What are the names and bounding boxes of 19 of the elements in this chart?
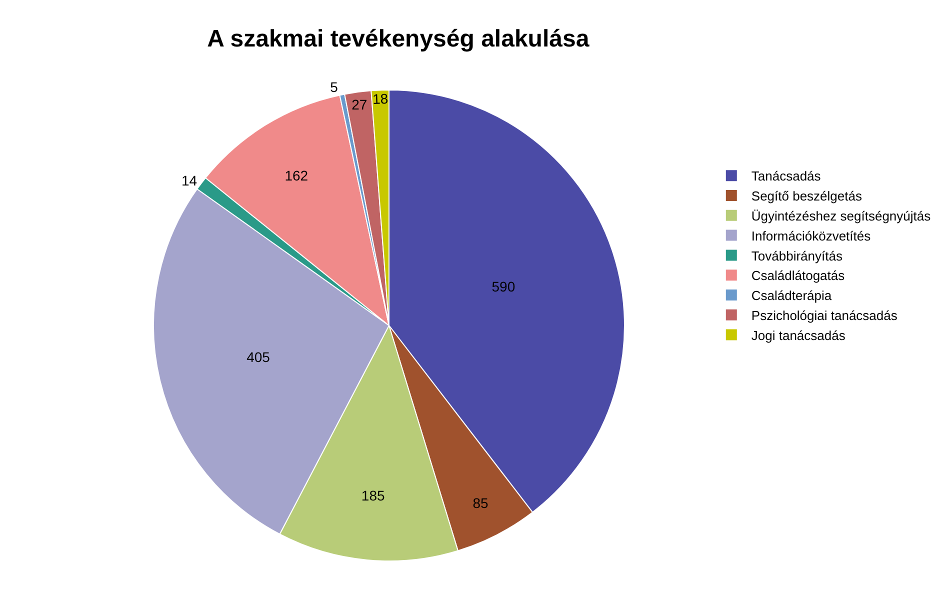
legend-label: Segítő beszélgetás: [751, 188, 862, 204]
legend-label: Továbbirányítás: [751, 248, 843, 264]
data-label: 85: [472, 495, 489, 512]
data-label: 185: [361, 487, 385, 504]
legend-label: Tanácsadás: [751, 168, 822, 184]
data-label: 405: [246, 348, 270, 365]
legend-label: Információközvetítés: [751, 228, 872, 244]
legend-label: Családlátogatás: [751, 268, 846, 284]
legend-label: Ügyintézéshez segítségnyújtás: [751, 208, 932, 224]
chart-title: A szakmai tevékenység alakulása: [207, 25, 590, 52]
data-label: 27: [352, 96, 368, 113]
legend-label: Családterápia: [751, 288, 832, 304]
data-label: 14: [181, 172, 198, 188]
data-label: 590: [492, 278, 516, 295]
data-label: 5: [330, 79, 338, 96]
legend-label: Jogi tanácsadás: [751, 328, 846, 343]
legend-label: Pszichológiai tanácsadás: [751, 308, 898, 323]
data-label: 162: [284, 167, 308, 184]
data-label: 18: [372, 90, 389, 108]
